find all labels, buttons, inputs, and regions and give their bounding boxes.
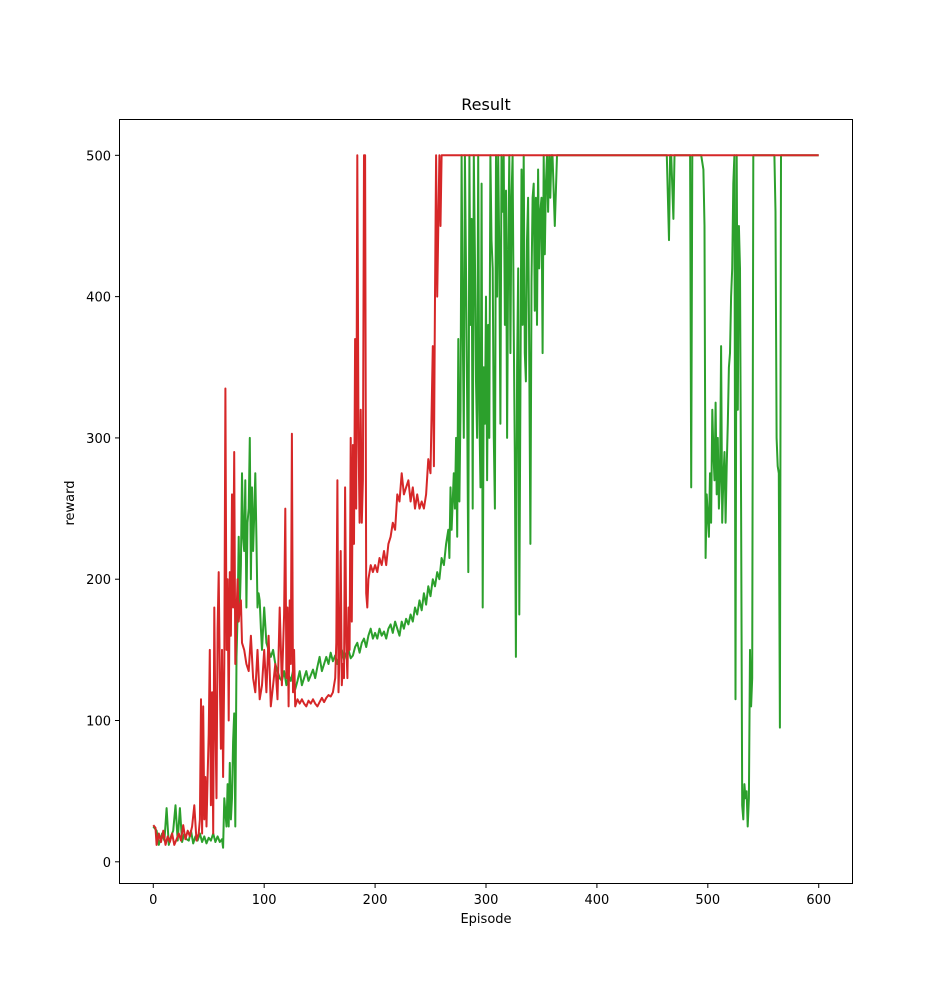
x-tick-label: 500 [695,893,720,908]
y-tick-label: 100 [86,715,111,730]
x-axis-label: Episode [460,912,511,927]
y-tick-label: 200 [86,573,111,588]
x-tick-label: 300 [474,893,499,908]
y-tick-label: 400 [86,291,111,306]
x-tick-label: 600 [806,893,831,908]
x-tick-label: 200 [363,893,388,908]
y-axis-label: reward [63,480,78,525]
y-tick-label: 500 [86,149,111,164]
series-line-1 [152,154,819,849]
plot-frame [119,119,853,884]
x-tick-label: 0 [149,893,157,908]
data-series [152,154,819,849]
chart-title: Result [461,95,510,114]
x-tick-label: 100 [252,893,277,908]
series-line-2 [152,154,819,846]
axis-ticks: 0 100 200 300 400 500 600 0 100 200 300 400 500 [86,149,831,908]
x-tick-label: 400 [584,893,609,908]
y-tick-label: 300 [86,432,111,447]
y-tick-label: 0 [103,856,111,871]
